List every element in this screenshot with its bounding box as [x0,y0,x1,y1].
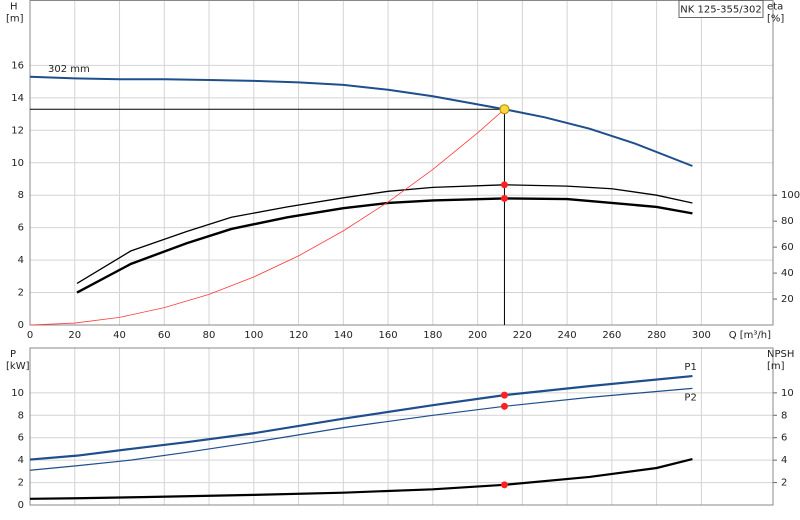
y-axis-label: H [10,2,18,13]
duty-point [499,104,510,115]
series-line [76,184,693,285]
y2-axis-label: eta [767,2,783,13]
y2-tick-label: 8 [781,410,787,421]
x-tick-label: 140 [334,330,353,341]
series-label: P2 [684,392,696,403]
series-line [29,108,505,326]
y2-axis-unit: [m] [767,361,785,372]
duty-marker [500,194,508,202]
y-tick-label: 0 [18,500,24,511]
y2-axis-label: NPSH [767,349,794,360]
y-tick-label: 2 [18,478,24,489]
series-label: P1 [684,362,696,373]
plot-frame [29,347,774,506]
series-label: 302 mm [48,64,90,75]
series-line [29,75,693,167]
y-tick-label: 12 [11,125,24,136]
duty-marker [500,181,508,189]
y2-tick-label: 60 [781,242,794,253]
y-tick-label: 0 [18,320,24,331]
y2-tick-label: 40 [781,268,794,279]
y2-axis-unit: [%] [767,14,784,25]
y-tick-label: 8 [18,410,24,421]
chart-title: NK 125-355/302 [680,5,761,16]
y2-tick-label: 100 [781,190,800,201]
y-axis-unit: [kW] [6,361,30,372]
y-tick-label: 8 [18,190,24,201]
x-tick-label: 240 [558,330,577,341]
y-axis-unit: [m] [6,14,24,25]
y-tick-label: 16 [11,60,24,71]
series-line [29,387,693,471]
y-tick-label: 14 [11,93,24,104]
duty-marker [500,391,508,399]
x-tick-label: 280 [647,330,666,341]
x-tick-label: 20 [68,330,81,341]
x-tick-label: 0 [27,330,33,341]
y-tick-label: 10 [11,388,24,399]
duty-marker [500,402,508,410]
series-line [29,457,693,500]
y-tick-label: 10 [11,158,24,169]
y2-tick-label: 6 [781,433,787,444]
y-tick-label: 6 [18,223,24,234]
x-tick-label: 180 [423,330,442,341]
y-tick-label: 4 [18,455,24,466]
plot-frame [29,0,774,326]
x-tick-label: 200 [468,330,487,341]
x-tick-label: 100 [244,330,263,341]
y2-tick-label: 10 [781,388,794,399]
y-tick-label: 4 [18,255,24,266]
y-tick-label: 2 [18,288,24,299]
y2-tick-label: 80 [781,216,794,227]
x-tick-label: 160 [379,330,398,341]
x-tick-label: 80 [203,330,216,341]
x-tick-label: 40 [113,330,126,341]
x-tick-label: 260 [602,330,621,341]
x-tick-label: 220 [513,330,532,341]
duty-marker [500,481,508,489]
x-tick-label: 60 [158,330,171,341]
x-axis-label: Q [m³/h] [729,330,771,341]
x-tick-label: 300 [692,330,711,341]
x-tick-label: 120 [289,330,308,341]
y-tick-label: 6 [18,433,24,444]
y2-tick-label: 2 [781,478,787,489]
y2-tick-label: 4 [781,455,787,466]
y-axis-label: P [10,349,16,360]
title-box [678,0,764,18]
series-line [76,197,693,294]
y2-tick-label: 20 [781,294,794,305]
series-line [29,374,693,461]
